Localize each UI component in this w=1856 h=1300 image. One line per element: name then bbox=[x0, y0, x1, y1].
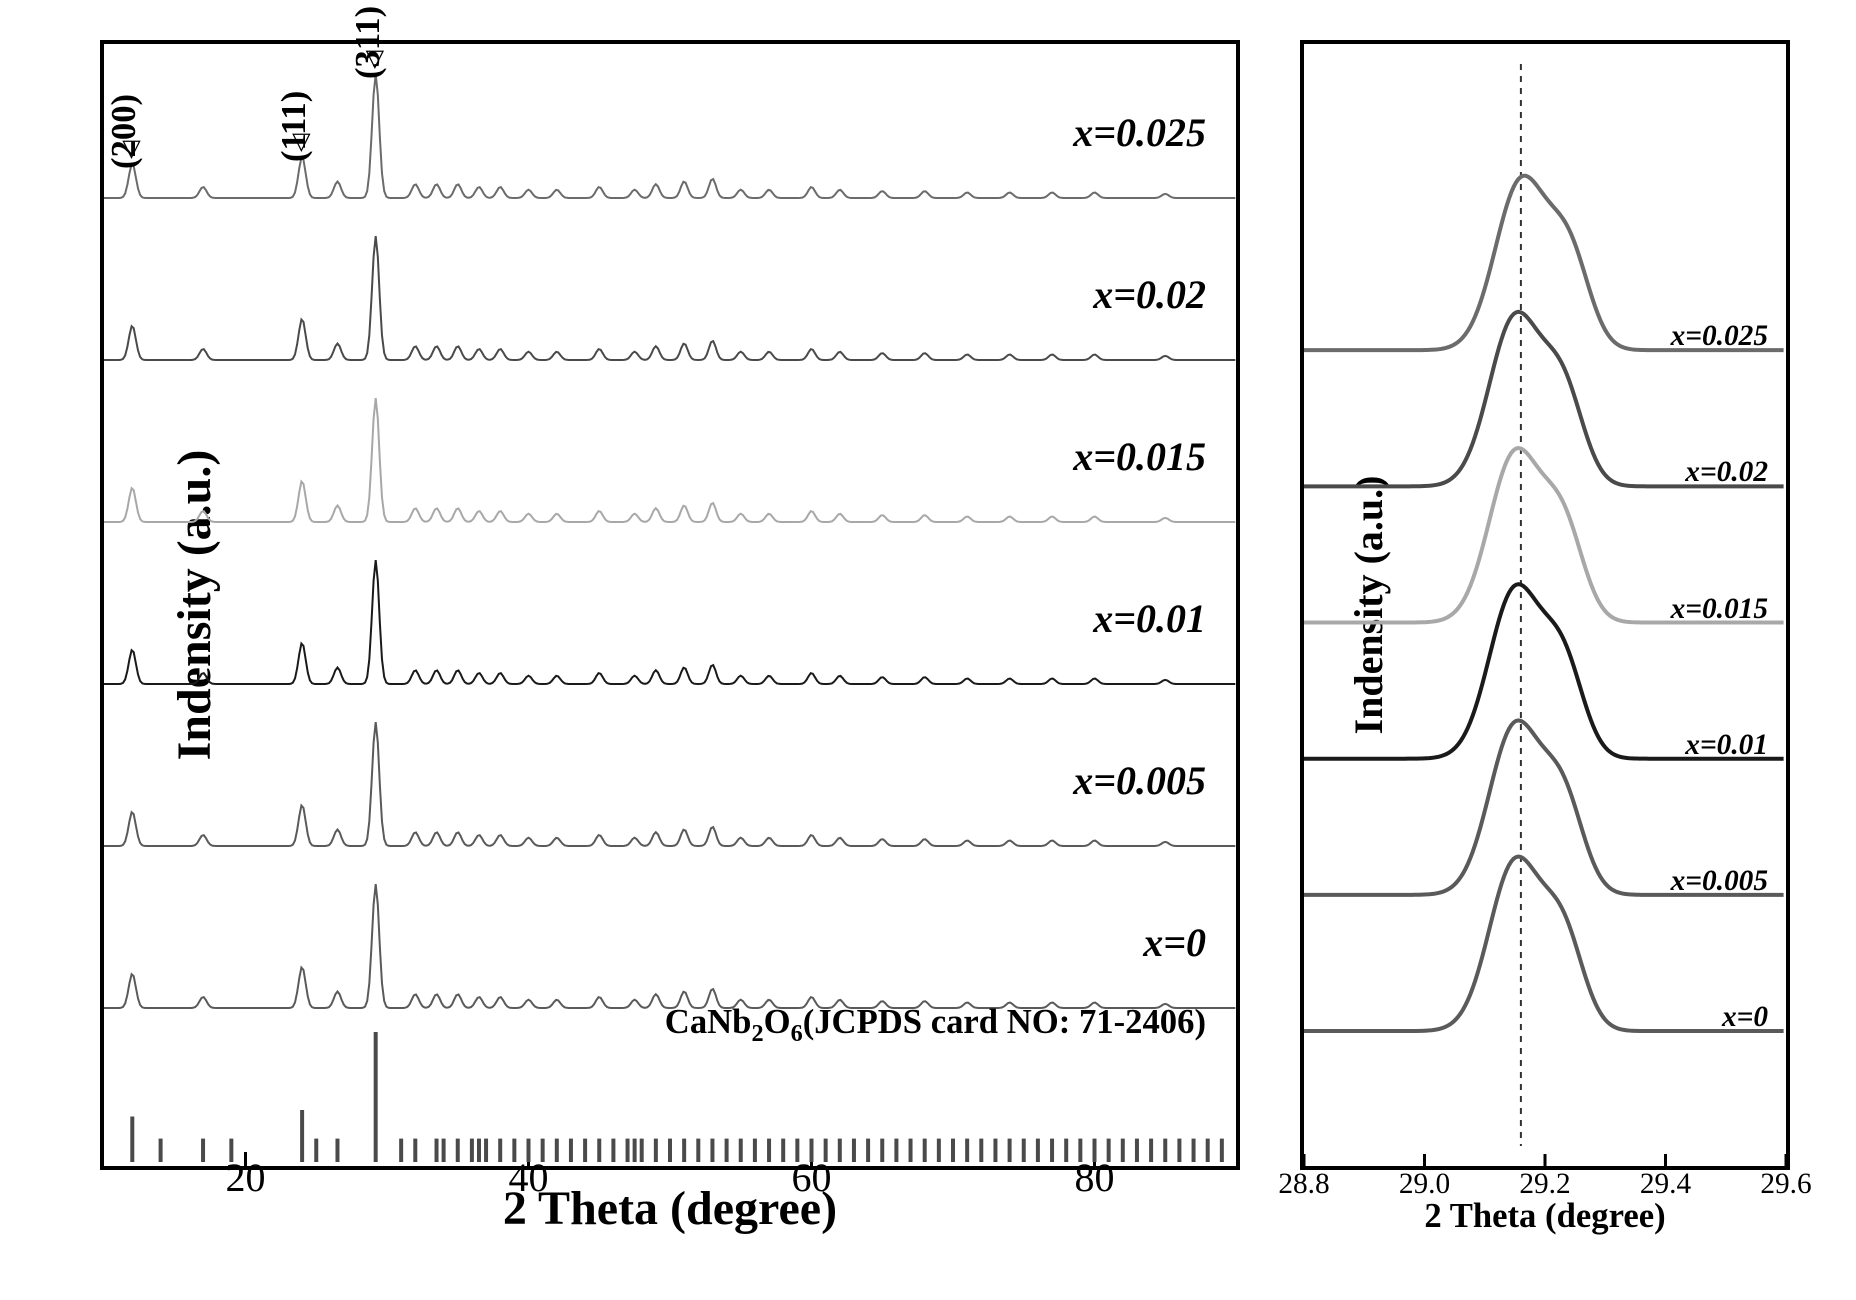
right-xtick-label: 29.6 bbox=[1760, 1168, 1811, 1201]
right-xtick-label: 29.0 bbox=[1399, 1168, 1450, 1201]
right-xtick-label: 29.2 bbox=[1519, 1168, 1570, 1201]
right-series-label: x=0.015 bbox=[1671, 593, 1768, 626]
left-series-label: x=0.01 bbox=[1093, 595, 1206, 642]
right-series-label: x=0.02 bbox=[1685, 456, 1768, 489]
left-series-label: x=0 bbox=[1143, 919, 1206, 966]
left-series-label: x=0.005 bbox=[1073, 757, 1206, 804]
miller-index-label: (111) bbox=[275, 90, 314, 161]
left-xtick-label: 40 bbox=[509, 1154, 549, 1201]
miller-index-label: (200) bbox=[105, 93, 144, 168]
left-plot-svg bbox=[104, 44, 1236, 1166]
miller-index-label: (311) bbox=[349, 6, 388, 79]
right-series-label: x=0.01 bbox=[1685, 729, 1768, 762]
right-series-label: x=0.005 bbox=[1671, 865, 1768, 898]
right-xtick-label: 28.8 bbox=[1278, 1168, 1329, 1201]
left-series-label: x=0.015 bbox=[1073, 433, 1206, 480]
left-series-label: x=0.025 bbox=[1073, 109, 1206, 156]
xrd-zoom-panel: Indensity (a.u.) 2 Theta (degree) 28.829… bbox=[1300, 40, 1790, 1170]
left-xtick-label: 80 bbox=[1075, 1154, 1115, 1201]
right-series-label: x=0 bbox=[1722, 1001, 1768, 1034]
right-xlabel: 2 Theta (degree) bbox=[1424, 1197, 1665, 1236]
xrd-full-panel: Indensity (a.u.) 2 Theta (degree) 204060… bbox=[100, 40, 1240, 1170]
left-xtick-label: 60 bbox=[792, 1154, 832, 1201]
right-series-label: x=0.025 bbox=[1671, 320, 1768, 353]
left-series-label: x=0.02 bbox=[1093, 271, 1206, 318]
left-xlabel: 2 Theta (degree) bbox=[503, 1181, 837, 1236]
right-xtick-label: 29.4 bbox=[1640, 1168, 1691, 1201]
reference-card-label: CaNb2O6(JCPDS card NO: 71-2406) bbox=[665, 1003, 1206, 1048]
left-xtick-label: 20 bbox=[226, 1154, 266, 1201]
